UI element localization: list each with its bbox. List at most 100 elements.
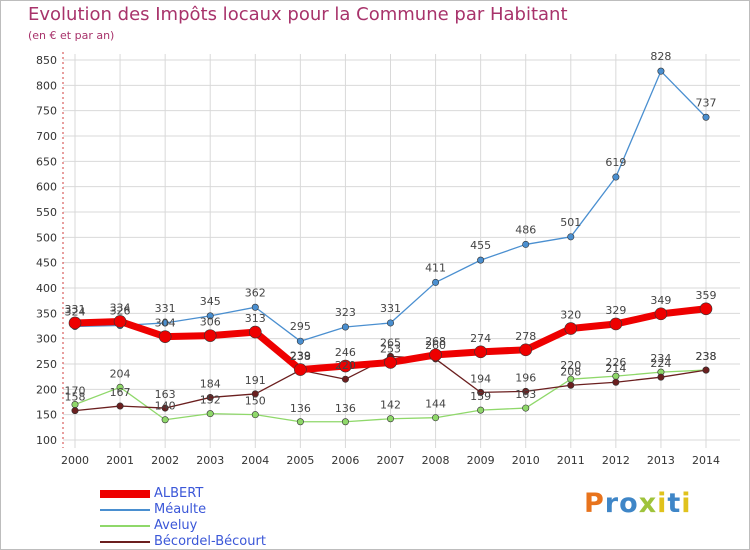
- y-tick-label: 250: [36, 358, 57, 371]
- data-label: 140: [155, 400, 176, 413]
- data-label: 238: [290, 350, 311, 363]
- series-point-ALBERT: [564, 322, 578, 335]
- data-label: 163: [155, 388, 176, 401]
- chart-title: Evolution des Impôts locaux pour la Comm…: [28, 4, 568, 25]
- series-point-Bécordel-Bécourt: [116, 402, 124, 410]
- legend-label: Aveluy: [154, 518, 198, 533]
- data-label: 323: [335, 306, 356, 319]
- x-tick-label: 2012: [602, 454, 630, 467]
- data-label: 260: [425, 339, 446, 352]
- logo-letter: i: [681, 488, 692, 519]
- x-tick-label: 2007: [377, 454, 405, 467]
- series: [68, 67, 713, 426]
- data-label: 455: [470, 239, 491, 252]
- y-tick-label: 400: [36, 282, 57, 295]
- proxiti-logo: Proxiti: [584, 488, 692, 519]
- x-tick-label: 2001: [106, 454, 134, 467]
- series-point-Bécordel-Bécourt: [161, 404, 169, 412]
- data-label: 306: [200, 316, 221, 329]
- series-point-ALBERT: [429, 348, 442, 362]
- y-tick-label: 150: [36, 409, 57, 422]
- y-tick-label: 500: [36, 231, 57, 244]
- series-point-Aveluy: [161, 416, 169, 424]
- series-point-Bécordel-Bécourt: [206, 393, 214, 401]
- data-label: 191: [245, 374, 266, 387]
- logo-letter: o: [619, 488, 639, 519]
- data-label: 234: [650, 352, 671, 365]
- x-tick-label: 2005: [286, 454, 314, 467]
- y-tick-label: 200: [36, 383, 57, 396]
- data-label: 208: [560, 365, 581, 378]
- y-tick-label: 600: [36, 181, 57, 194]
- series-point-ALBERT: [113, 315, 127, 328]
- series-point-Bécordel-Bécourt: [522, 387, 530, 395]
- x-tick-label: 2006: [331, 454, 359, 467]
- series-point-ALBERT: [339, 359, 352, 373]
- data-label: 331: [65, 303, 86, 316]
- y-tick-label: 800: [36, 79, 57, 92]
- y-tick-label: 300: [36, 333, 57, 346]
- data-label: 226: [605, 356, 626, 369]
- x-tick-label: 2002: [151, 454, 179, 467]
- y-tick-label: 350: [36, 307, 57, 320]
- data-label: 411: [425, 261, 446, 274]
- series-point-Bécordel-Bécourt: [341, 375, 349, 383]
- series-point-Bécordel-Bécourt: [477, 388, 485, 396]
- legend-swatch: [100, 541, 150, 543]
- series-point-ALBERT: [203, 329, 217, 342]
- data-label: 220: [560, 359, 581, 372]
- series-point-Méaulte: [657, 67, 665, 75]
- data-label: 144: [425, 398, 446, 411]
- series-point-Méaulte: [567, 233, 575, 241]
- data-label: 274: [470, 332, 491, 345]
- data-label: 224: [650, 357, 671, 370]
- series-point-Méaulte: [341, 323, 349, 331]
- legend-label: Méaulte: [154, 502, 207, 517]
- y-tick-label: 100: [36, 434, 57, 447]
- series-point-ALBERT: [699, 302, 713, 316]
- data-label: 320: [560, 309, 581, 322]
- data-label: 362: [245, 286, 266, 299]
- data-label: 828: [650, 50, 671, 63]
- logo-letter: t: [667, 488, 682, 519]
- y-tick-label: 850: [36, 54, 57, 67]
- series-point-Méaulte: [522, 240, 530, 248]
- data-label: 184: [200, 377, 221, 390]
- data-label: 326: [110, 304, 131, 317]
- data-label: 295: [290, 320, 311, 333]
- data-label: 152: [200, 394, 221, 407]
- series-point-ALBERT: [158, 330, 172, 343]
- series-point-Bécordel-Bécourt: [71, 407, 79, 415]
- x-tick-label: 2003: [196, 454, 224, 467]
- data-label: 142: [380, 399, 401, 412]
- data-label: 170: [65, 385, 86, 398]
- data-label: 204: [110, 367, 131, 380]
- series-point-ALBERT: [519, 343, 533, 357]
- legend: ALBERT Méaulte Aveluy Bécordel-Bécourt: [100, 486, 340, 550]
- data-label: 167: [110, 386, 131, 399]
- series-point-Aveluy: [206, 410, 214, 418]
- series-point-Méaulte: [477, 256, 485, 264]
- data-label: 359: [696, 289, 717, 302]
- legend-label: Bécordel-Bécourt: [154, 534, 266, 549]
- data-label: 304: [155, 317, 176, 330]
- data-label: 324: [65, 306, 86, 319]
- data-label: 737: [696, 96, 717, 109]
- logo-letter: r: [604, 488, 620, 519]
- series-point-ALBERT: [609, 317, 623, 331]
- series-point-Aveluy: [116, 383, 124, 391]
- data-label: 220: [335, 359, 356, 372]
- data-label: 345: [200, 295, 221, 308]
- series-point-Bécordel-Bécourt: [657, 373, 665, 381]
- legend-item: Bécordel-Bécourt: [100, 534, 340, 550]
- series-point-Méaulte: [386, 319, 394, 327]
- x-tick-label: 2013: [647, 454, 675, 467]
- series-point-Méaulte: [296, 337, 304, 345]
- series-point-Aveluy: [477, 406, 485, 414]
- data-label: 194: [470, 372, 491, 385]
- series-point-Aveluy: [522, 404, 530, 412]
- x-tick-label: 2011: [557, 454, 585, 467]
- x-tick-label: 2000: [61, 454, 89, 467]
- data-label: 238: [696, 350, 717, 363]
